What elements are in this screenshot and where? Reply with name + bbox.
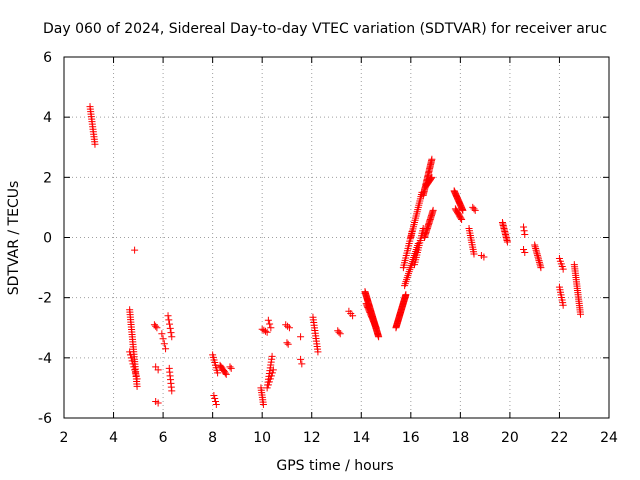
data-point (285, 341, 292, 348)
data-point (166, 321, 173, 328)
data-point (520, 246, 527, 253)
y-tick-label: -6 (38, 411, 52, 427)
x-tick-labels: 2 4 6 8 10 12 14 16 18 20 22 24 (60, 430, 618, 446)
data-point (158, 330, 165, 337)
x-axis-title: GPS time / hours (276, 458, 393, 474)
data-point (168, 333, 175, 340)
data-point (521, 249, 528, 256)
data-point (213, 401, 220, 408)
data-point (152, 323, 159, 330)
data-point (266, 320, 273, 327)
data-point (297, 356, 304, 363)
data-point (298, 360, 305, 367)
x-tick-label: 14 (352, 430, 370, 446)
data-point (161, 340, 168, 347)
y-axis-title: SDTVAR / TECUs (6, 181, 22, 296)
y-tick-label: 2 (43, 170, 52, 186)
data-point (521, 227, 528, 234)
y-tick-label: 6 (43, 50, 52, 66)
y-tick-label: -2 (38, 291, 52, 307)
y-tick-label: 0 (43, 231, 52, 247)
data-point (132, 369, 139, 376)
data-point (470, 205, 477, 212)
x-tick-label: 10 (253, 430, 271, 446)
x-tick-label: 22 (551, 430, 569, 446)
x-tick-label: 24 (600, 430, 618, 446)
y-tick-label: -4 (38, 351, 52, 367)
data-point (165, 316, 172, 323)
chart-title: Day 060 of 2024, Sidereal Day-to-day VTE… (43, 21, 607, 37)
data-point (520, 223, 527, 230)
data-point (162, 345, 169, 352)
y-tick-labels: -6 -4 -2 0 2 4 6 (38, 50, 52, 427)
data-point (286, 324, 293, 331)
x-tick-label: 8 (208, 430, 217, 446)
data-point (284, 323, 291, 330)
data-point (133, 372, 140, 379)
x-tick-label: 2 (60, 430, 69, 446)
data-point (335, 329, 342, 336)
x-tick-label: 16 (402, 430, 420, 446)
data-point (226, 363, 233, 370)
data-point (267, 324, 274, 331)
data-point (265, 317, 272, 324)
data-point (297, 333, 304, 340)
data-point (537, 264, 544, 271)
data-point (167, 325, 174, 332)
sdtvar-scatter-chart: 2 4 6 8 10 12 14 16 18 20 22 24 -6-4-20246 Day 060 … (0, 0, 640, 480)
data-point (211, 395, 218, 402)
data-point (212, 398, 219, 405)
data-point (127, 351, 134, 358)
data-point (131, 366, 138, 373)
data-point (131, 247, 138, 254)
data-point (160, 335, 167, 342)
data-point (282, 321, 289, 328)
x-tick-label: 12 (303, 430, 321, 446)
x-tick-label: 20 (501, 430, 519, 446)
y-tick-label: 4 (43, 110, 52, 126)
x-tick-label: 18 (451, 430, 469, 446)
data-point (228, 365, 235, 372)
x-tick-label: 4 (109, 430, 118, 446)
data-point (168, 329, 175, 336)
data-point (168, 387, 175, 394)
data-point (504, 239, 511, 246)
x-tick-label: 6 (159, 430, 168, 446)
data-point (283, 339, 290, 346)
data-point (165, 312, 172, 319)
grid (64, 57, 609, 418)
data-point (521, 231, 528, 238)
data-points (87, 103, 585, 408)
data-point (210, 392, 217, 399)
